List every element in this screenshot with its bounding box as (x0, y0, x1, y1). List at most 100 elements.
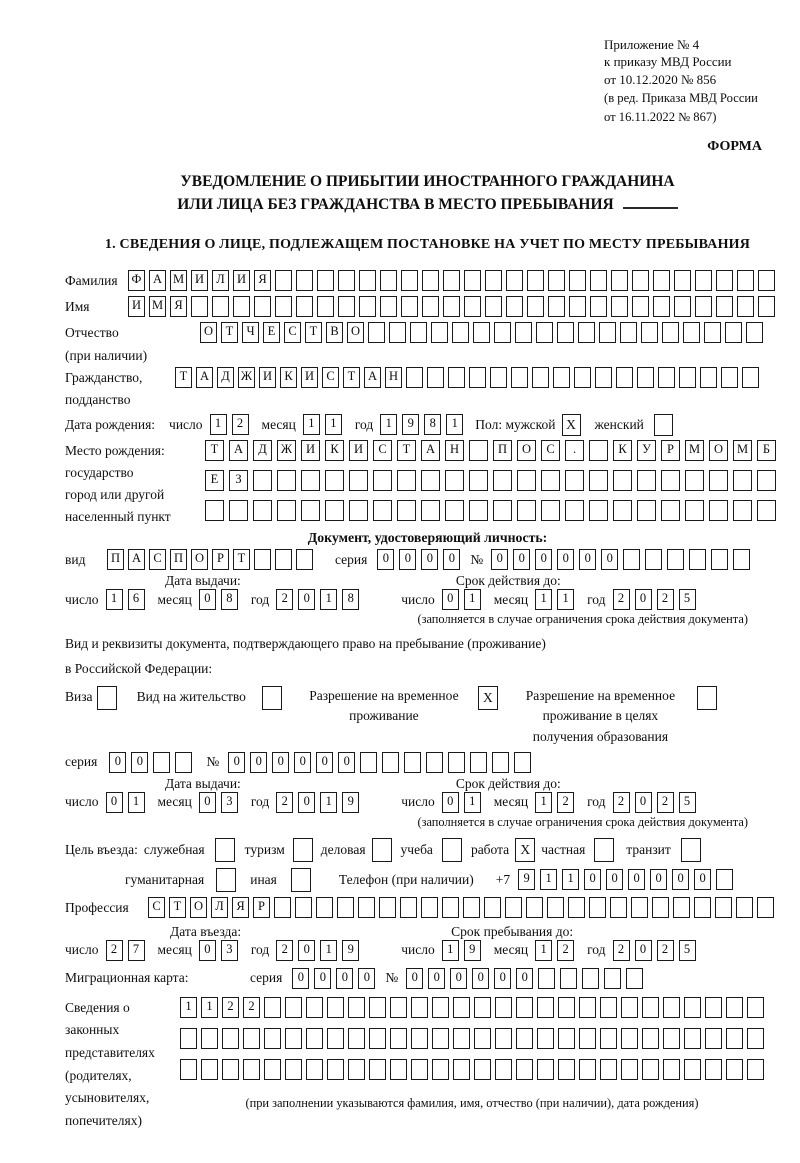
form-cell[interactable] (709, 469, 728, 491)
form-cell[interactable]: Н (445, 439, 464, 461)
form-cell[interactable]: 1 (446, 414, 464, 436)
form-cell[interactable] (548, 270, 565, 292)
form-cell[interactable]: Ч (242, 322, 259, 344)
form-cell[interactable] (600, 1058, 617, 1080)
form-cell[interactable]: Т (221, 322, 238, 344)
form-cell[interactable]: О (191, 549, 208, 571)
form-cell[interactable] (642, 996, 659, 1018)
form-cell[interactable] (506, 296, 523, 318)
form-cell[interactable]: С (149, 549, 166, 571)
form-cell[interactable] (452, 322, 469, 344)
form-cell[interactable]: 1 (535, 791, 553, 813)
form-cell[interactable] (631, 896, 648, 918)
form-cell[interactable]: С (322, 366, 339, 388)
form-cell[interactable] (610, 896, 627, 918)
form-cell[interactable]: 1 (180, 996, 197, 1018)
form-cell[interactable] (661, 469, 680, 491)
form-cell[interactable]: 2 (105, 939, 123, 961)
form-cell[interactable] (306, 1058, 323, 1080)
form-cell[interactable]: 0 (377, 549, 395, 571)
form-cell[interactable]: 3 (220, 791, 238, 813)
form-cell[interactable]: О (190, 896, 207, 918)
form-cell[interactable] (725, 322, 742, 344)
form-cell[interactable]: 0 (428, 967, 446, 989)
form-cell[interactable] (337, 896, 354, 918)
legal-rep-cells-row2[interactable] (180, 1027, 764, 1049)
form-cell[interactable] (582, 967, 600, 989)
form-cell[interactable] (685, 499, 704, 521)
form-cell[interactable] (589, 439, 608, 461)
form-cell[interactable]: О (200, 322, 217, 344)
form-cell[interactable] (474, 1027, 491, 1049)
form-cell[interactable] (621, 1058, 638, 1080)
form-cell[interactable] (254, 549, 271, 571)
form-cell[interactable]: 1 (324, 414, 342, 436)
form-cell[interactable] (348, 996, 365, 1018)
form-cell[interactable] (541, 469, 560, 491)
form-cell[interactable] (705, 1027, 722, 1049)
form-cell[interactable]: У (637, 439, 656, 461)
form-cell[interactable] (758, 296, 775, 318)
form-cell[interactable] (464, 296, 481, 318)
form-cell[interactable]: Т (169, 896, 186, 918)
purpose-tranzit-checkbox[interactable] (680, 837, 701, 862)
form-cell[interactable] (704, 322, 721, 344)
form-cell[interactable]: Т (175, 366, 192, 388)
form-cell[interactable]: 8 (220, 589, 238, 611)
form-cell[interactable] (613, 469, 632, 491)
form-cell[interactable] (747, 996, 764, 1018)
form-cell[interactable] (569, 296, 586, 318)
purpose-delovaya-checkbox[interactable] (371, 837, 392, 862)
purpose-gumanitarnaya-checkbox[interactable] (216, 867, 237, 892)
form-cell[interactable] (360, 751, 378, 773)
form-cell[interactable] (445, 499, 464, 521)
form-cell[interactable]: 9 (402, 414, 420, 436)
form-cell[interactable]: 1 (535, 589, 553, 611)
form-cell[interactable]: К (613, 439, 632, 461)
form-cell[interactable]: 9 (463, 939, 481, 961)
form-cell[interactable]: 0 (628, 869, 646, 891)
form-cell[interactable] (642, 1058, 659, 1080)
form-cell[interactable]: Л (211, 896, 228, 918)
form-cell[interactable] (637, 469, 656, 491)
form-cell[interactable]: М (170, 270, 187, 292)
purpose-rabota-checkbox[interactable]: X (515, 837, 536, 862)
form-cell[interactable]: 2 (276, 589, 294, 611)
form-cell[interactable]: 0 (694, 869, 712, 891)
form-cell[interactable] (547, 896, 564, 918)
form-cell[interactable]: 0 (406, 967, 424, 989)
form-cell[interactable] (621, 1027, 638, 1049)
form-cell[interactable] (663, 996, 680, 1018)
form-cell[interactable]: 1 (302, 414, 320, 436)
form-cell[interactable] (495, 1058, 512, 1080)
form-cell[interactable] (538, 967, 556, 989)
form-cell[interactable]: 2 (276, 939, 294, 961)
form-cell[interactable] (642, 1027, 659, 1049)
form-cell[interactable] (464, 270, 481, 292)
form-cell[interactable] (349, 469, 368, 491)
form-cell[interactable] (275, 296, 292, 318)
form-cell[interactable] (716, 296, 733, 318)
form-cell[interactable] (400, 896, 417, 918)
form-cell[interactable]: 0 (557, 549, 575, 571)
form-cell[interactable]: Б (757, 439, 776, 461)
form-cell[interactable] (579, 996, 596, 1018)
form-cell[interactable] (541, 499, 560, 521)
form-cell[interactable]: И (191, 270, 208, 292)
form-cell[interactable]: 0 (314, 967, 332, 989)
form-cell[interactable] (757, 499, 776, 521)
form-cell[interactable] (421, 499, 440, 521)
form-cell[interactable] (317, 270, 334, 292)
form-cell[interactable] (673, 896, 690, 918)
form-cell[interactable]: М (733, 439, 752, 461)
form-cell[interactable] (565, 499, 584, 521)
form-cell[interactable]: А (196, 366, 213, 388)
purpose-ucheba-checkbox[interactable] (441, 837, 462, 862)
form-cell[interactable] (516, 1027, 533, 1049)
form-cell[interactable] (453, 996, 470, 1018)
form-cell[interactable]: 1 (127, 791, 145, 813)
legal-rep-cells-row3[interactable] (180, 1058, 764, 1080)
